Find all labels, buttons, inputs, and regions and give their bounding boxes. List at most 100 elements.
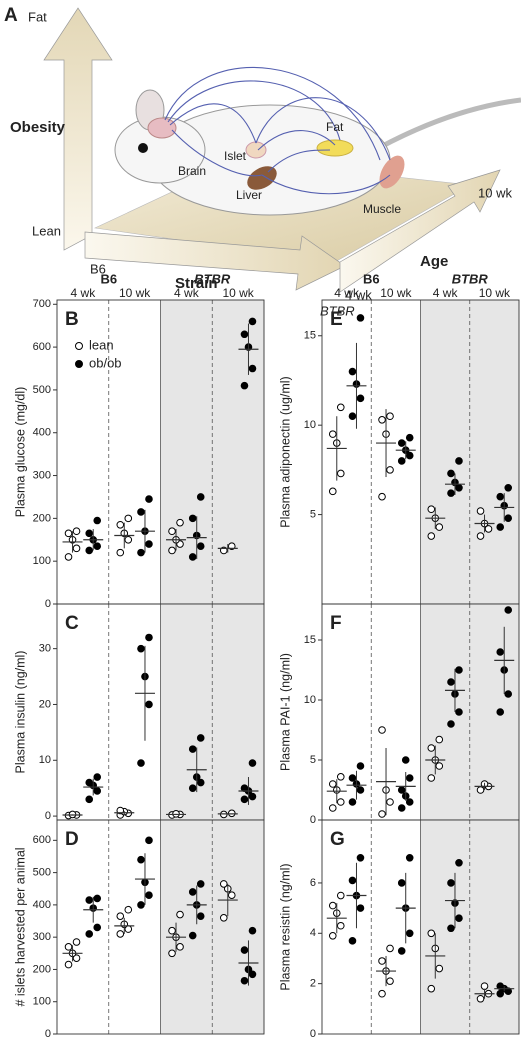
point [248,759,257,767]
organ-label: Liver [236,188,262,202]
point [137,901,145,909]
x-tick-label: 4 wk [433,286,459,300]
point [93,773,102,781]
point [397,947,406,955]
strain-label: B6 [100,271,117,286]
point [496,989,505,998]
axis-end-label: Fat [28,9,47,24]
point [336,921,345,930]
point [336,798,345,806]
organ-label: Fat [326,120,344,134]
y-tick-label: 0 [45,598,51,610]
point [93,787,102,795]
y-tick-label: 6 [310,877,316,889]
strain-label: BTBR [194,271,231,286]
point [484,525,493,533]
point [64,943,73,951]
point [496,492,505,501]
point [145,700,153,709]
point [496,523,505,531]
point [397,879,406,887]
point [240,946,249,954]
y-tick-label: 500 [33,867,51,879]
point [496,708,505,716]
point [336,403,345,412]
point [219,880,228,888]
y-tick-label: 15 [304,634,316,646]
point [378,416,386,424]
point [447,469,455,478]
y-tick-label: 0 [310,814,316,826]
point [356,786,365,794]
point [145,891,153,900]
point [348,937,357,945]
point [64,529,73,538]
point [196,912,205,920]
obesity-arrow [43,7,113,251]
mouse-eye [138,143,148,153]
x-tick-label: 4 wk [334,286,360,300]
point [427,929,436,938]
axis-title: Obesity [10,119,66,136]
point [455,708,463,716]
y-tick-label: 500 [33,384,51,396]
point [85,795,94,804]
point [72,954,81,962]
y-tick-label: 20 [39,698,51,710]
point [447,720,455,728]
axis-end-label: 10 wk [478,185,512,200]
point [348,798,357,806]
mouse-tail [373,97,521,153]
point [397,439,406,447]
x-tick-label: 4 wk [174,286,200,300]
organ-label: Muscle [363,202,401,216]
point [480,982,489,990]
point [348,774,357,782]
axis-title: Age [420,253,448,270]
point [227,891,236,900]
frame [56,819,265,1035]
point [476,994,485,1003]
point [145,495,153,503]
point [405,853,414,862]
y-tick-label: 2 [310,978,316,990]
point [476,532,485,540]
point [85,546,94,555]
organ-label: Brain [178,164,206,178]
point [356,853,365,862]
panel-label: D [65,829,79,850]
point [240,976,249,985]
point [435,735,444,744]
point [116,912,125,920]
point [64,553,73,561]
point [455,666,463,674]
point [447,879,455,887]
y-tick-label: 10 [304,694,316,706]
diagram: A Fat Obesity Lean B6 Strain BTBR 4 wk A… [4,5,521,318]
legend-label: ob/ob [89,355,122,370]
y-tick-label: 0 [310,1028,316,1040]
y-tick-label: 0 [45,1028,51,1040]
y-tick-label: 300 [33,469,51,481]
point [496,982,505,990]
point [356,762,365,770]
panel-label: A [4,5,18,26]
point [188,931,197,940]
point [455,457,463,465]
organ-label: Islet [224,149,247,163]
point [196,778,205,787]
axis-title: Strain [175,275,218,292]
point [435,762,444,770]
y-tick-label: 400 [33,427,51,439]
y-tick-label: 5 [310,508,316,520]
point [336,773,345,781]
point [248,926,257,935]
point [168,926,176,935]
point [328,780,337,788]
point [137,644,145,653]
point [93,542,102,550]
point [124,905,133,914]
point [72,527,81,536]
point [386,944,394,953]
point [176,518,184,527]
